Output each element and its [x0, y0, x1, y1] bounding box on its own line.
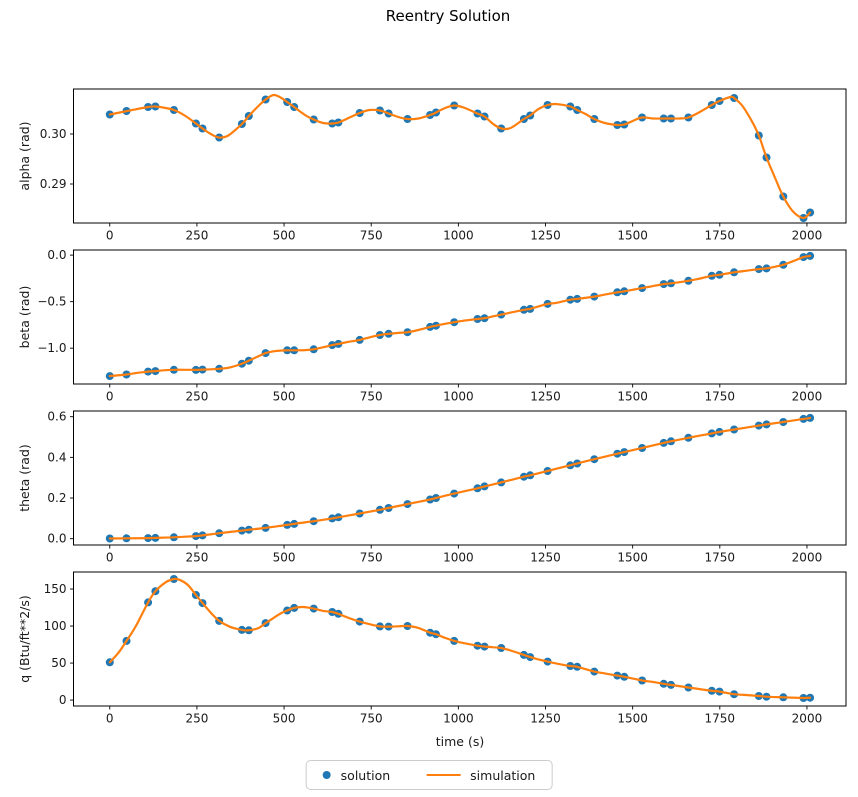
solution-dot-icon: [322, 771, 331, 779]
y-tick-label: 0.4: [47, 450, 66, 464]
y-axis-label-theta: theta (rad): [17, 444, 32, 512]
simulation-line: [108, 254, 812, 378]
axes-frame: [73, 410, 847, 546]
x-tick-label: 1750: [705, 712, 736, 726]
x-tick-label: 1500: [617, 712, 648, 726]
legend-label-simulation: simulation: [470, 767, 536, 783]
x-tick-label: 1750: [705, 229, 736, 243]
x-tick-label: 0: [106, 390, 114, 404]
x-tick-label: 750: [360, 229, 383, 243]
x-tick-label: 2000: [792, 712, 823, 726]
subplot-q: 0 250 500 750 1000 1250 1500 1750 2000 0 50 100 150 q…: [17, 571, 847, 726]
y-axis-label-beta: beta (rad): [17, 286, 32, 349]
y-axis-label-alpha: alpha (rad): [17, 121, 32, 190]
x-tick-label: 1000: [443, 229, 474, 243]
y-tick-label: 100: [44, 619, 67, 633]
y-tick-label: 0.0: [47, 248, 66, 262]
x-tick-label: 500: [273, 229, 296, 243]
simulation-line-icon: [426, 774, 461, 776]
y-tick-label: −0.5: [37, 295, 66, 309]
y-tick-label: −1.0: [37, 341, 66, 355]
y-tick-label: 0.30: [40, 127, 67, 141]
legend-label-solution: solution: [340, 767, 391, 783]
x-tick-label: 750: [360, 390, 383, 404]
y-axis-label-q: q (Btu/ft**2/s): [17, 595, 32, 683]
x-tick-label: 250: [185, 229, 208, 243]
x-tick-label: 500: [273, 712, 296, 726]
x-tick-label: 250: [185, 551, 208, 565]
x-tick-label: 250: [185, 712, 208, 726]
axes-frame: [73, 571, 847, 707]
y-tick-label: 50: [51, 656, 66, 670]
axes-frame: [73, 88, 847, 224]
x-tick-label: 1250: [530, 712, 561, 726]
x-tick-label: 1500: [617, 551, 648, 565]
x-tick-label: 0: [106, 551, 114, 565]
x-axis-label: time (s): [435, 734, 485, 749]
x-tick-label: 500: [273, 551, 296, 565]
x-tick-label: 750: [360, 551, 383, 565]
x-tick-label: 750: [360, 712, 383, 726]
simulation-line: [108, 93, 812, 220]
x-tick-label: 1000: [443, 390, 474, 404]
solution-points: [105, 575, 815, 702]
x-tick-label: 250: [185, 390, 208, 404]
solution-points: [105, 94, 815, 222]
legend: solution simulation: [305, 760, 553, 790]
simulation-line: [108, 416, 812, 540]
y-tick-label: 0.2: [47, 491, 66, 505]
y-tick-label: 150: [44, 582, 67, 596]
x-tick-label: 1000: [443, 551, 474, 565]
x-tick-label: 2000: [792, 551, 823, 565]
x-tick-label: 2000: [792, 390, 823, 404]
x-tick-label: 0: [106, 712, 114, 726]
subplot-theta: 0 250 500 750 1000 1250 1500 1750 2000 0.0 0.2 0.4 0…: [17, 410, 847, 565]
y-tick-label: 0.6: [47, 410, 66, 424]
x-tick-label: 1000: [443, 712, 474, 726]
x-tick-label: 1750: [705, 390, 736, 404]
x-tick-label: 1250: [530, 551, 561, 565]
x-tick-label: 0: [106, 229, 114, 243]
subplot-beta: 0 250 500 750 1000 1250 1500 1750 2000 −1.0 −0.5 0.…: [17, 248, 847, 404]
x-tick-label: 1750: [705, 551, 736, 565]
figure-title: Reentry Solution: [385, 7, 511, 25]
y-tick-label: 0.0: [47, 532, 66, 546]
y-tick-label: 0.29: [40, 177, 67, 191]
x-tick-label: 500: [273, 390, 296, 404]
legend-item-solution: solution: [322, 767, 391, 783]
y-tick-label: 0: [59, 693, 67, 707]
axes-frame: [73, 249, 847, 385]
x-tick-label: 1250: [530, 390, 561, 404]
solution-points: [105, 251, 815, 381]
x-tick-label: 1500: [617, 229, 648, 243]
x-tick-label: 2000: [792, 229, 823, 243]
subplot-alpha: 0 250 500 750 1000 1250 1500 1750 2000 0.29 0.30 al…: [17, 88, 847, 243]
simulation-line: [108, 577, 812, 700]
legend-item-simulation: simulation: [426, 768, 535, 783]
x-tick-label: 1250: [530, 229, 561, 243]
x-tick-label: 1500: [617, 390, 648, 404]
